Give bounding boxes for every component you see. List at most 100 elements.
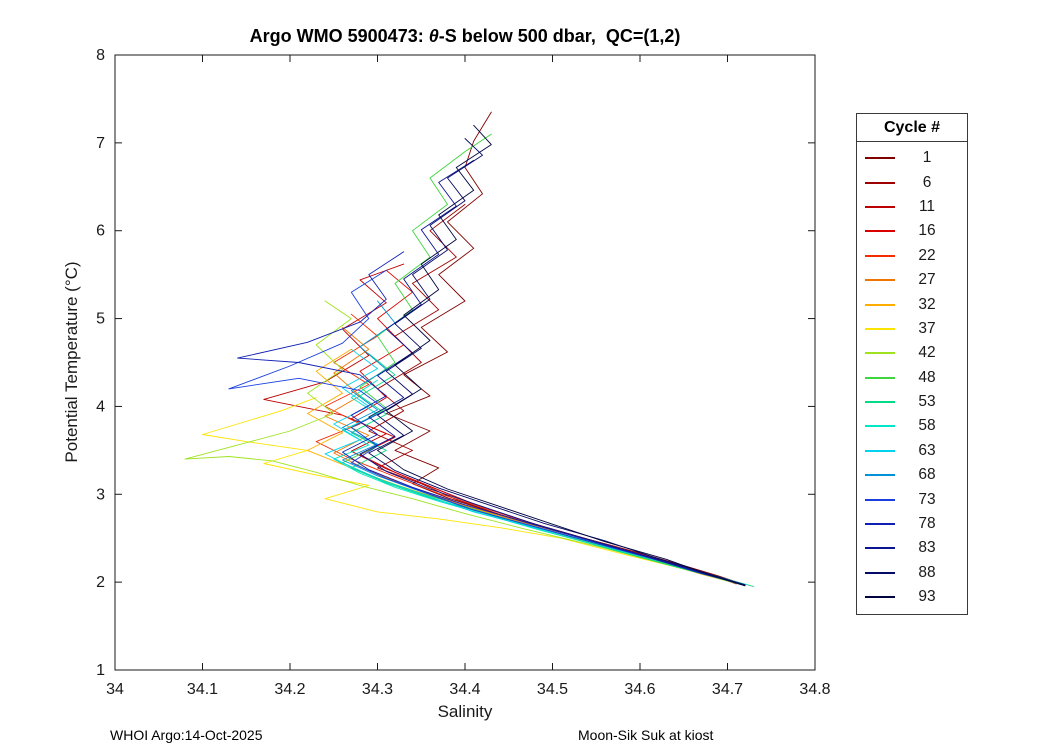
legend-entry: 42 [857,341,967,365]
legend-label: 1 [922,149,932,167]
legend-line-swatch [865,401,895,404]
series-line-27 [324,326,746,586]
legend-entry: 63 [857,439,967,463]
x-tick-label: 34.8 [799,681,830,698]
series-line-22 [315,313,755,587]
series-line-42 [184,300,746,587]
legend-line-swatch [865,498,895,501]
legend-entry: 11 [857,195,967,219]
legend-line-swatch [865,425,895,428]
legend: Cycle # 1 6 11 16 22 27 32 37 42 48 53 58 63 68 73 78 83… [856,113,968,616]
series-line-88 [368,138,746,586]
legend-label: 93 [918,588,936,606]
legend-label: 48 [918,368,936,386]
chart-title: Argo WMO 5900473: θ-S below 500 dbar, QC… [115,26,815,47]
legend-entry: 27 [857,268,967,292]
x-tick-label: 34.4 [449,681,480,698]
series-line-83 [359,159,746,587]
legend-line-swatch [865,181,895,184]
legend-entry: 16 [857,219,967,243]
legend-entry: 6 [857,170,967,194]
legend-label: 88 [918,563,936,581]
series-line-93 [377,124,746,587]
series-line-78 [237,251,746,586]
legend-line-swatch [865,474,895,477]
legend-line-swatch [865,230,895,233]
legend-label: 73 [918,490,936,508]
series-line-73 [228,269,746,587]
chart-title-prefix: Argo WMO 5900473: [249,26,429,46]
legend-line-swatch [865,205,895,208]
footer-credit-left: WHOI Argo:14-Oct-2025 [110,727,263,743]
legend-line-swatch [865,571,895,574]
legend-label: 32 [918,295,936,313]
y-tick-label: 3 [96,486,105,503]
legend-line-swatch [865,303,895,306]
legend-line-swatch [865,352,895,355]
chart-title-suffix: -S below 500 dbar, QC=(1,2) [438,26,681,46]
footer-credit-right: Moon-Sik Suk at kiost [578,727,714,743]
legend-entries: 1 6 11 16 22 27 32 37 42 48 53 58 63 68 73 78 83 88 93 [857,142,967,614]
legend-label: 78 [918,515,936,533]
y-tick-label: 8 [96,47,105,64]
legend-line-swatch [865,157,895,160]
legend-entry: 22 [857,244,967,268]
legend-entry: 68 [857,463,967,487]
legend-entry: 37 [857,317,967,341]
legend-label: 16 [918,222,936,240]
legend-entry: 93 [857,585,967,609]
legend-entry: 32 [857,292,967,316]
legend-entry: 88 [857,561,967,585]
legend-line-swatch [865,449,895,452]
y-tick-label: 1 [96,662,105,679]
legend-label: 22 [918,246,936,264]
legend-label: 42 [918,344,936,362]
theta-symbol: θ [428,26,439,46]
y-tick-label: 5 [96,311,105,328]
series-line-53 [350,353,746,587]
x-tick-label: 34.6 [624,681,655,698]
x-tick-label: 34.7 [712,681,743,698]
x-tick-label: 34 [106,681,124,698]
x-axis-label: Salinity [437,702,493,721]
x-tick-label: 34.2 [274,681,305,698]
legend-line-swatch [865,523,895,526]
y-tick-label: 7 [96,135,105,152]
legend-line-swatch [865,596,895,599]
series-line-11 [263,263,746,586]
legend-line-swatch [865,327,895,330]
legend-label: 83 [918,539,936,557]
x-tick-label: 34.3 [362,681,393,698]
legend-entry: 58 [857,414,967,438]
series-line-37 [202,397,755,587]
y-tick-label: 6 [96,223,105,240]
x-tick-label: 34.5 [537,681,568,698]
legend-label: 11 [918,197,936,215]
legend-line-swatch [865,547,895,550]
legend-label: 58 [918,417,936,435]
legend-entry: 78 [857,512,967,536]
legend-entry: 53 [857,390,967,414]
legend-label: 63 [918,441,936,459]
legend-label: 37 [918,319,936,337]
legend-label: 27 [918,271,936,289]
y-tick-label: 4 [96,398,105,415]
axes-box [114,54,816,671]
legend-entry: 1 [857,146,967,170]
legend-label: 53 [918,393,936,411]
y-tick-label: 2 [96,574,105,591]
legend-entry: 83 [857,536,967,560]
legend-entry: 73 [857,487,967,511]
legend-line-swatch [865,279,895,282]
legend-label: 6 [922,173,932,191]
x-tick-label: 34.1 [187,681,218,698]
series-line-16 [350,269,737,585]
series-line-1 [385,111,746,586]
legend-label: 68 [918,466,936,484]
legend-title: Cycle # [857,114,967,142]
legend-entry: 48 [857,366,967,390]
legend-line-swatch [865,376,895,379]
series-line-58 [333,379,755,587]
